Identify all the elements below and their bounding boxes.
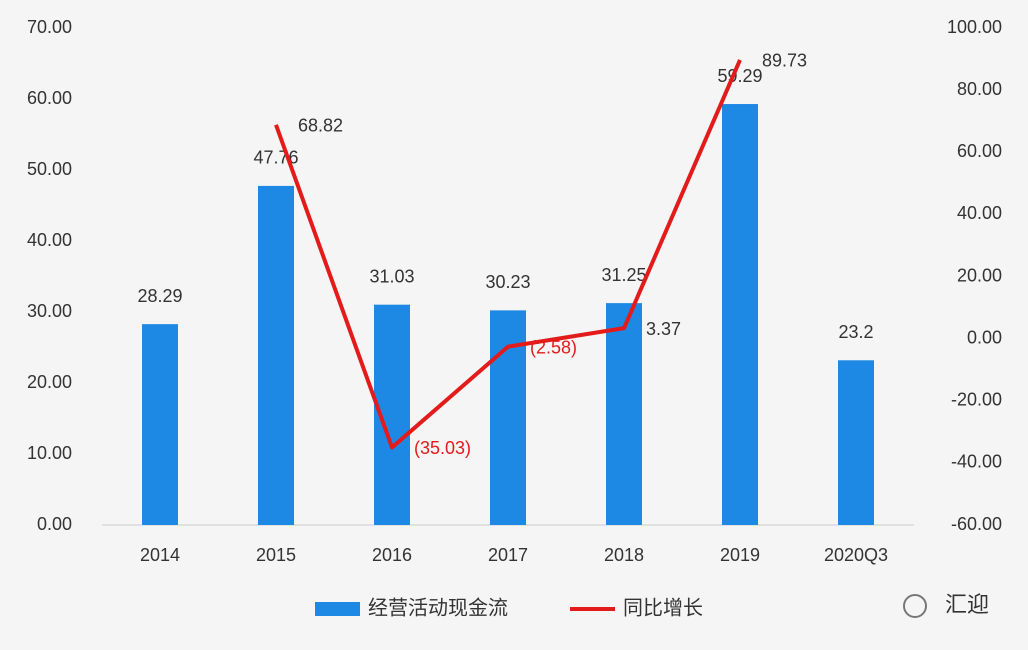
bar (490, 310, 526, 525)
data-label: 31.03 (369, 266, 414, 286)
line (274, 59, 742, 450)
x-tick-label: 2017 (488, 545, 528, 565)
y-tick-label: 40.00 (27, 230, 72, 250)
y-tick-label: 0.00 (37, 514, 72, 534)
data-label: 59.29 (717, 66, 762, 86)
y2-tick-label: -20.00 (951, 390, 1002, 410)
line-data-label: (35.03) (414, 438, 471, 458)
y2-tick-label: -60.00 (951, 514, 1002, 534)
line-data-label: 68.82 (298, 116, 343, 136)
y2-tick-label: 0.00 (967, 327, 1002, 347)
y2-tick-label: 60.00 (957, 141, 1002, 161)
y-tick-label: 60.00 (27, 88, 72, 108)
y-tick-label: 70.00 (27, 17, 72, 37)
bar (606, 303, 642, 525)
bar (142, 324, 178, 525)
x-tick-label: 2015 (256, 545, 296, 565)
x-tick-label: 2016 (372, 545, 412, 565)
line-data-label: 3.37 (646, 319, 681, 339)
line-data-label: (2.58) (530, 337, 577, 357)
x-tick-label: 2020Q3 (824, 545, 888, 565)
y-tick-label: 50.00 (27, 159, 72, 179)
y2-tick-label: 100.00 (947, 17, 1002, 37)
line-data-label: 89.73 (762, 51, 807, 71)
watermark: 汇迎 (945, 592, 989, 617)
y-tick-label: 20.00 (27, 372, 72, 392)
y2-tick-label: 80.00 (957, 79, 1002, 99)
data-label: 31.25 (601, 265, 646, 285)
bar (838, 360, 874, 525)
y2-tick-label: 40.00 (957, 203, 1002, 223)
watermark-icon (903, 594, 927, 618)
bar (258, 185, 294, 526)
legend-swatch (315, 602, 360, 616)
bar (722, 104, 758, 525)
y2-tick-label: 20.00 (957, 265, 1002, 285)
x-tick-label: 2014 (140, 545, 180, 565)
data-label: 23.2 (838, 322, 873, 342)
y-tick-label: 10.00 (27, 443, 72, 463)
y-tick-label: 30.00 (27, 301, 72, 321)
data-label: 30.23 (485, 272, 530, 292)
x-tick-label: 2019 (720, 545, 760, 565)
legend-label: 同比增长 (623, 596, 703, 619)
y2-tick-label: -40.00 (951, 452, 1002, 472)
data-label: 28.29 (137, 286, 182, 306)
x-tick-label: 2018 (604, 545, 644, 565)
legend-label: 经营活动现金流 (368, 596, 508, 619)
